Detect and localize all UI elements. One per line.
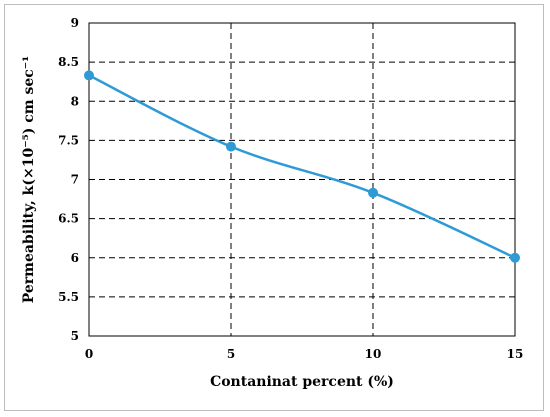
data-point-marker [226, 141, 236, 152]
series-markers [84, 70, 520, 263]
y-tick-label: 8 [71, 94, 79, 108]
x-axis-title: Contaninat percent (%) [210, 374, 394, 390]
y-tick-label: 5 [71, 329, 79, 343]
data-point-marker [510, 252, 520, 263]
grid-lines [89, 23, 515, 336]
x-tick-label: 15 [507, 347, 524, 361]
chart-frame [4, 4, 544, 411]
plot-area-border [88, 22, 516, 337]
y-axis-title: Permeability, k(×10⁻⁵) cm sec⁻¹ [21, 56, 37, 304]
y-tick-label: 5.5 [58, 290, 79, 304]
y-tick-label: 7.5 [58, 133, 79, 147]
x-tick-label: 10 [365, 347, 382, 361]
series-line [88, 74, 516, 259]
y-tick-label: 9 [71, 16, 79, 30]
x-tick-labels: 0 5 10 15 [85, 347, 524, 361]
y-tick-labels: 5 5.5 6 6.5 7 7.5 8 8.5 9 [58, 16, 79, 343]
y-tick-label: 7 [71, 173, 79, 187]
x-tick-label: 5 [227, 347, 235, 361]
y-tick-label: 8.5 [58, 55, 79, 69]
data-point-marker [368, 187, 378, 198]
y-tick-label: 6 [71, 251, 79, 265]
data-point-marker [84, 70, 94, 81]
x-tick-label: 0 [85, 347, 93, 361]
y-tick-label: 6.5 [58, 212, 79, 226]
